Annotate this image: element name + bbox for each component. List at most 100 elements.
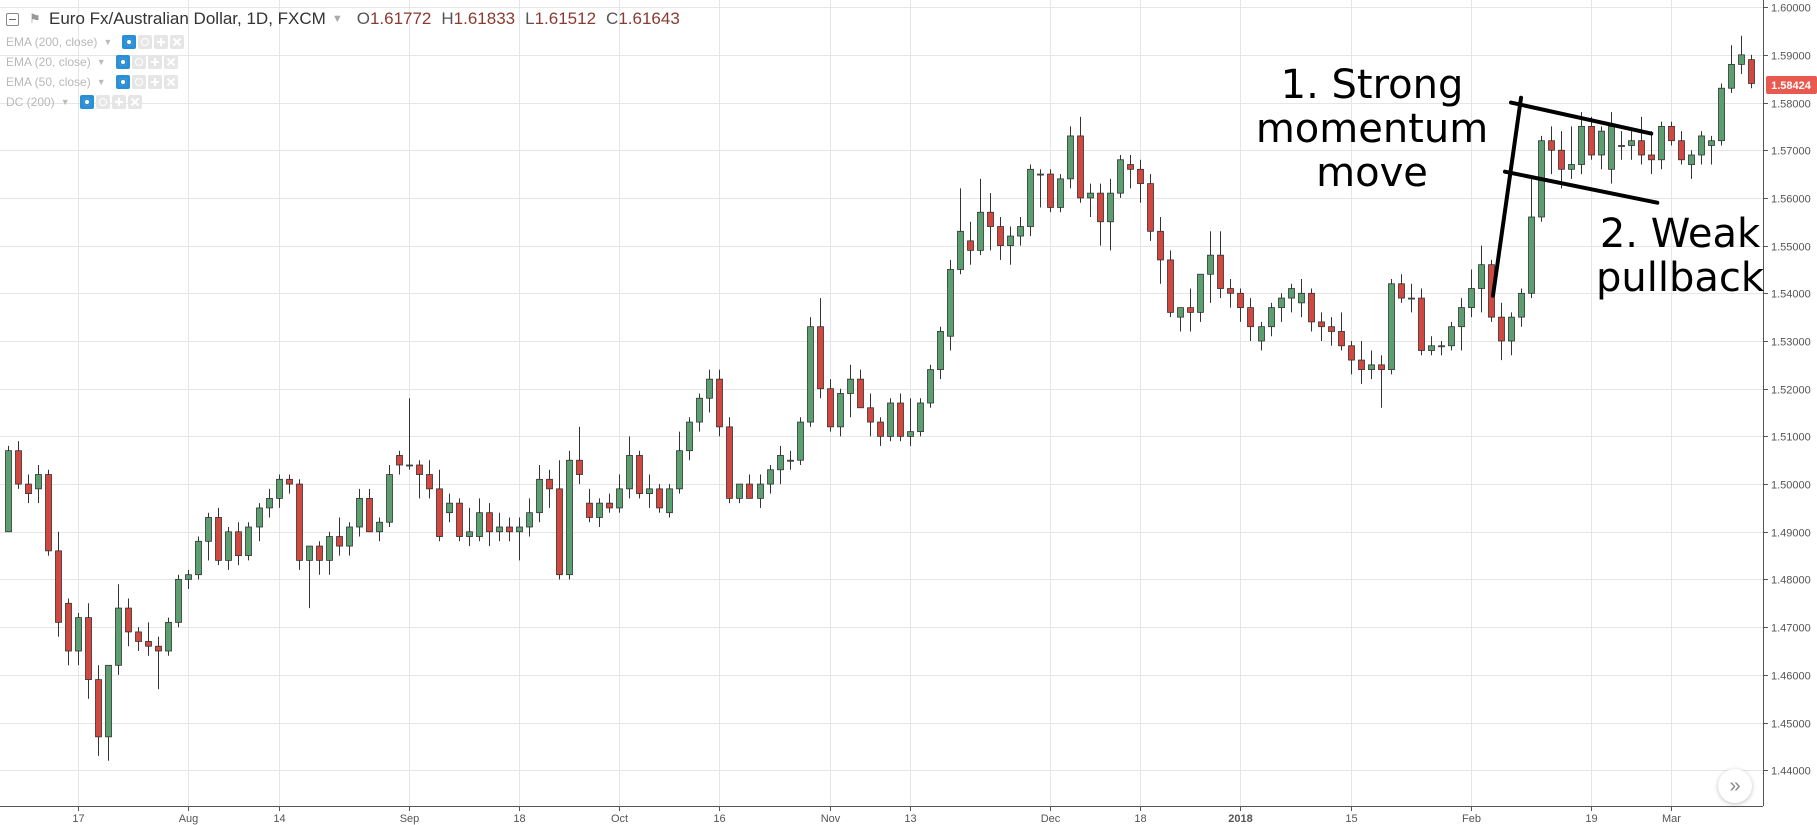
candle[interactable] [1548, 126, 1555, 175]
candle[interactable] [546, 469, 553, 508]
candle[interactable] [917, 398, 924, 437]
candle-body-down[interactable] [426, 474, 433, 490]
candle-body-down[interactable] [286, 478, 293, 485]
candle-body-up[interactable] [496, 526, 503, 533]
candle-body-up[interactable] [1448, 326, 1455, 347]
candle-body-up[interactable] [1107, 192, 1114, 223]
candle-body-up[interactable] [837, 393, 844, 428]
candle[interactable] [897, 393, 904, 442]
candle-body-up[interactable] [1578, 125, 1585, 165]
candle[interactable] [1107, 178, 1114, 251]
candle-body-down[interactable] [817, 326, 824, 390]
candle[interactable] [326, 531, 333, 575]
candle[interactable] [1338, 312, 1345, 351]
candle[interactable] [215, 507, 222, 566]
candle[interactable] [386, 465, 393, 527]
candle-body-down[interactable] [997, 226, 1004, 247]
chevron-down-icon[interactable]: ▼ [96, 57, 106, 67]
candle[interactable] [65, 598, 72, 666]
candle[interactable] [686, 417, 693, 461]
candle[interactable] [25, 474, 32, 504]
candles-group[interactable] [5, 35, 1755, 761]
candle[interactable] [155, 636, 162, 690]
candle[interactable] [837, 388, 844, 437]
chevron-down-icon[interactable]: ▼ [96, 77, 106, 87]
plus-icon[interactable] [147, 55, 162, 69]
candle-body-down[interactable] [987, 211, 994, 227]
candle-body-up[interactable] [1718, 87, 1725, 142]
candle-body-up[interactable] [1368, 364, 1375, 371]
candle-body-up[interactable] [616, 488, 623, 509]
candle-body-down[interactable] [1548, 140, 1555, 151]
candle[interactable] [446, 493, 453, 523]
candle-body-up[interactable] [1177, 307, 1184, 318]
candle[interactable] [857, 369, 864, 409]
gear-icon[interactable] [138, 35, 153, 49]
candle-body-down[interactable] [125, 607, 132, 633]
candle[interactable] [1207, 231, 1214, 303]
candle[interactable] [1097, 183, 1104, 246]
candle[interactable] [75, 612, 82, 666]
candle[interactable] [997, 217, 1004, 260]
candle[interactable] [366, 488, 373, 533]
candle-body-up[interactable] [807, 326, 814, 423]
candle[interactable] [245, 522, 252, 561]
candle-body-down[interactable] [316, 545, 323, 561]
candle[interactable] [1418, 288, 1425, 356]
candle-body-up[interactable] [276, 478, 283, 499]
candle[interactable] [977, 178, 984, 256]
candle-body-up[interactable] [306, 545, 313, 561]
candle-body-down[interactable] [1638, 140, 1645, 156]
candle-body-down[interactable] [1167, 259, 1174, 313]
candle-body-down[interactable] [1247, 307, 1254, 328]
candle-body-up[interactable] [1268, 307, 1275, 328]
candle-body-down[interactable] [366, 497, 373, 533]
candle[interactable] [757, 474, 764, 508]
candle[interactable] [125, 598, 132, 647]
candle-body-down[interactable] [746, 483, 753, 499]
candle-body-down[interactable] [1498, 316, 1505, 342]
candle-body-up[interactable] [1197, 273, 1204, 313]
candle[interactable] [1147, 174, 1154, 241]
candle[interactable] [135, 627, 142, 651]
candle-body-up[interactable] [1528, 216, 1535, 294]
candle-body-up[interactable] [516, 526, 523, 533]
candle[interactable] [536, 465, 543, 523]
candle[interactable] [436, 469, 443, 542]
candle-body-up[interactable] [1057, 178, 1064, 208]
candle-body-up[interactable] [1278, 297, 1285, 309]
candle-body-down[interactable] [967, 240, 974, 251]
candle-body-down[interactable] [155, 645, 162, 652]
candle[interactable] [596, 498, 603, 527]
candle[interactable] [1508, 312, 1515, 356]
candle-body-up[interactable] [947, 269, 954, 337]
candle-body-down[interactable] [65, 602, 72, 652]
candle[interactable] [746, 474, 753, 499]
candle-body-down[interactable] [606, 502, 613, 509]
candle-body-up[interactable] [767, 469, 774, 485]
candle-body-up[interactable] [676, 450, 683, 490]
candle[interactable] [1638, 116, 1645, 165]
candle[interactable] [225, 527, 232, 570]
candle[interactable] [1528, 178, 1535, 299]
candle-body-down[interactable] [296, 483, 303, 561]
candle[interactable] [1087, 183, 1094, 217]
candle[interactable] [1628, 131, 1635, 160]
candle-body-up[interactable] [1618, 145, 1625, 147]
candle[interactable] [165, 617, 172, 656]
candle[interactable] [1047, 169, 1054, 213]
candle-body-up[interactable] [1037, 173, 1044, 176]
candle-body-down[interactable] [897, 402, 904, 437]
eye-icon[interactable] [115, 55, 130, 69]
candle-body-up[interactable] [1027, 168, 1034, 227]
candle[interactable] [45, 469, 52, 556]
candle-body-up[interactable] [1298, 292, 1305, 304]
indicator-row[interactable]: EMA (200, close) ▼ [6, 32, 186, 52]
candle[interactable] [787, 450, 794, 470]
candle[interactable] [1278, 293, 1285, 322]
candle-body-up[interactable] [1007, 235, 1014, 247]
candle-body-down[interactable] [1187, 307, 1194, 313]
candle-body-up[interactable] [35, 474, 42, 490]
candle-body-up[interactable] [1598, 130, 1605, 156]
candle[interactable] [696, 393, 703, 432]
